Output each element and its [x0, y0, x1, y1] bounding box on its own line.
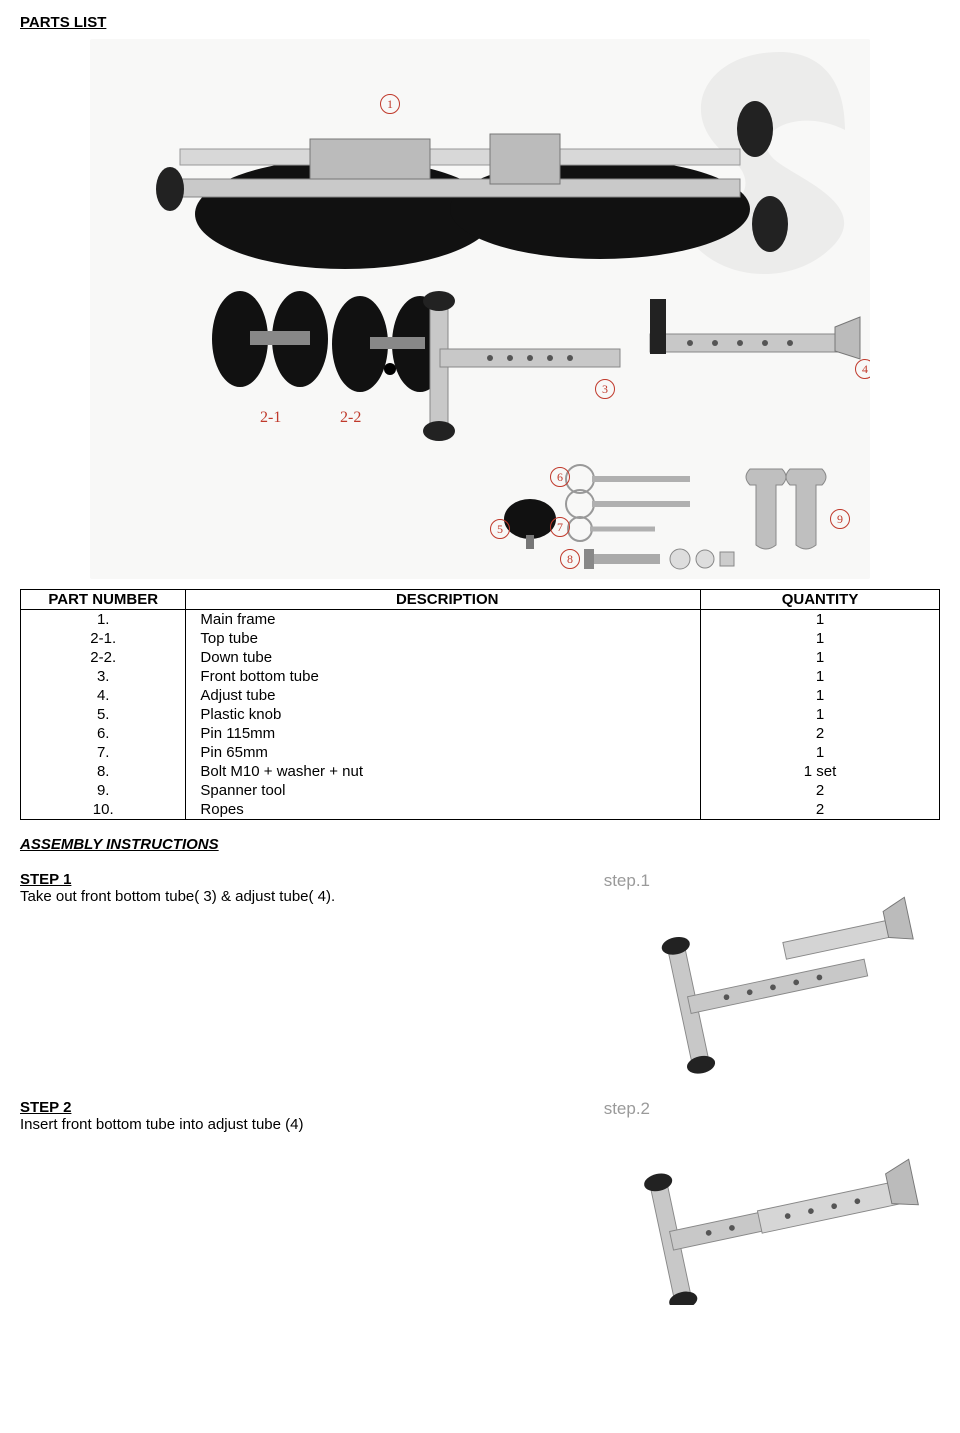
table-cell: 8. [21, 762, 186, 781]
table-row: 7.Pin 65mm1 [21, 743, 940, 762]
step-2-illustration [540, 1115, 930, 1305]
table-cell: 2 [701, 781, 940, 800]
table-row: 2-1.Top tube1 [21, 629, 940, 648]
table-row: 8.Bolt M10 + washer + nut1 set [21, 762, 940, 781]
table-row: 10.Ropes2 [21, 800, 940, 820]
step-2-title: STEP 2 [20, 1099, 940, 1116]
callout-8: 8 [560, 549, 580, 569]
table-cell: Down tube [186, 648, 701, 667]
table-cell: Pin 115mm [186, 724, 701, 743]
table-cell: Bolt M10 + washer + nut [186, 762, 701, 781]
table-cell: 2-2. [21, 648, 186, 667]
table-cell: 7. [21, 743, 186, 762]
table-row: 4.Adjust tube1 [21, 686, 940, 705]
step-2: step.2 STEP 2 Insert front bottom tube i… [20, 1099, 940, 1309]
table-cell: Ropes [186, 800, 701, 820]
table-cell: 1 [701, 743, 940, 762]
table-cell: Plastic knob [186, 705, 701, 724]
table-cell: 1 set [701, 762, 940, 781]
table-cell: 1 [701, 629, 940, 648]
table-row: 9.Spanner tool2 [21, 781, 940, 800]
table-cell: Spanner tool [186, 781, 701, 800]
table-cell: 2 [701, 724, 940, 743]
table-cell: 1 [701, 667, 940, 686]
col-quantity: QUANTITY [701, 590, 940, 610]
callout-3: 3 [595, 379, 615, 399]
table-cell: Adjust tube [186, 686, 701, 705]
table-row: 6.Pin 115mm2 [21, 724, 940, 743]
table-cell: 2 [701, 800, 940, 820]
callout-5: 5 [490, 519, 510, 539]
parts-overview-illustration: 1 2-1 2-2 3 4 5 6 7 8 9 [90, 39, 870, 579]
callout-9: 9 [830, 509, 850, 529]
parts-list-heading: PARTS LIST [20, 14, 940, 31]
table-cell: 1 [701, 686, 940, 705]
table-row: 3.Front bottom tube1 [21, 667, 940, 686]
step-1-illustration [540, 887, 930, 1077]
table-row: 1.Main frame1 [21, 610, 940, 630]
table-cell: 10. [21, 800, 186, 820]
table-cell: 3. [21, 667, 186, 686]
table-cell: Pin 65mm [186, 743, 701, 762]
callout-7: 7 [550, 517, 570, 537]
table-row: 5.Plastic knob1 [21, 705, 940, 724]
parts-table: PART NUMBER DESCRIPTION QUANTITY 1.Main … [20, 589, 940, 820]
table-cell: 1 [701, 705, 940, 724]
col-part-number: PART NUMBER [21, 590, 186, 610]
callout-2-1: 2-1 [260, 409, 281, 427]
table-cell: Main frame [186, 610, 701, 630]
assembly-heading: ASSEMBLY INSTRUCTIONS [20, 836, 940, 853]
table-cell: 1. [21, 610, 186, 630]
table-cell: 9. [21, 781, 186, 800]
table-cell: Top tube [186, 629, 701, 648]
table-cell: 1 [701, 610, 940, 630]
table-cell: Front bottom tube [186, 667, 701, 686]
step-1-title: STEP 1 [20, 871, 940, 888]
callout-6: 6 [550, 467, 570, 487]
table-cell: 5. [21, 705, 186, 724]
callout-4: 4 [855, 359, 870, 379]
table-cell: 6. [21, 724, 186, 743]
table-row: 2-2.Down tube1 [21, 648, 940, 667]
callout-1: 1 [380, 94, 400, 114]
table-cell: 1 [701, 648, 940, 667]
table-cell: 2-1. [21, 629, 186, 648]
step-1: step.1 STEP 1 Take out front bottom tube… [20, 871, 940, 1081]
table-cell: 4. [21, 686, 186, 705]
col-description: DESCRIPTION [186, 590, 701, 610]
callout-2-2: 2-2 [340, 409, 361, 427]
